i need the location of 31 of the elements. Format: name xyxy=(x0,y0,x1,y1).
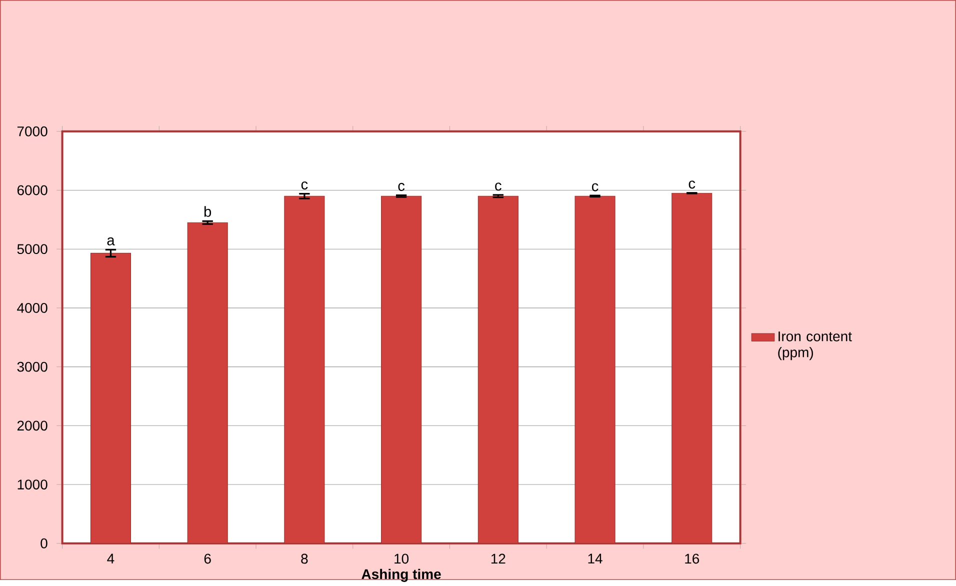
annotation: c xyxy=(592,183,598,192)
bar xyxy=(574,196,616,544)
bar xyxy=(672,192,712,544)
annotation: c xyxy=(688,180,696,188)
y-tick-label: 3000 xyxy=(17,362,48,372)
x-tick-label: 6 xyxy=(204,554,211,564)
x-tick-label: 14 xyxy=(588,554,602,564)
y-tick-label: 5000 xyxy=(17,244,48,254)
y-tick-label: 6000 xyxy=(17,185,48,196)
y-tick-label: 2000 xyxy=(17,420,48,430)
annotation: c xyxy=(495,182,502,190)
annotation: a xyxy=(107,237,115,246)
bar xyxy=(284,196,325,544)
x-tick-label: 12 xyxy=(491,554,506,564)
x-tick-label: 4 xyxy=(107,554,114,564)
bar xyxy=(187,222,228,544)
annotation: b xyxy=(204,206,212,217)
y-tick-label: 0 xyxy=(40,538,48,548)
annotation: c xyxy=(301,181,308,190)
x-tick-label: 8 xyxy=(301,554,308,564)
bar xyxy=(478,196,518,544)
x-tick-label: 10 xyxy=(394,554,409,564)
y-tick-label: 7000 xyxy=(17,126,48,136)
y-tick-label: 4000 xyxy=(17,302,48,313)
legend-label: Iron content (ppm) xyxy=(778,331,852,360)
annotation: c xyxy=(398,182,405,191)
y-tick-label: 1000 xyxy=(18,479,48,490)
bar xyxy=(90,252,131,544)
x-axis-title: Ashing time xyxy=(362,568,441,582)
bar xyxy=(381,196,422,544)
x-tick-label: 16 xyxy=(685,554,700,564)
